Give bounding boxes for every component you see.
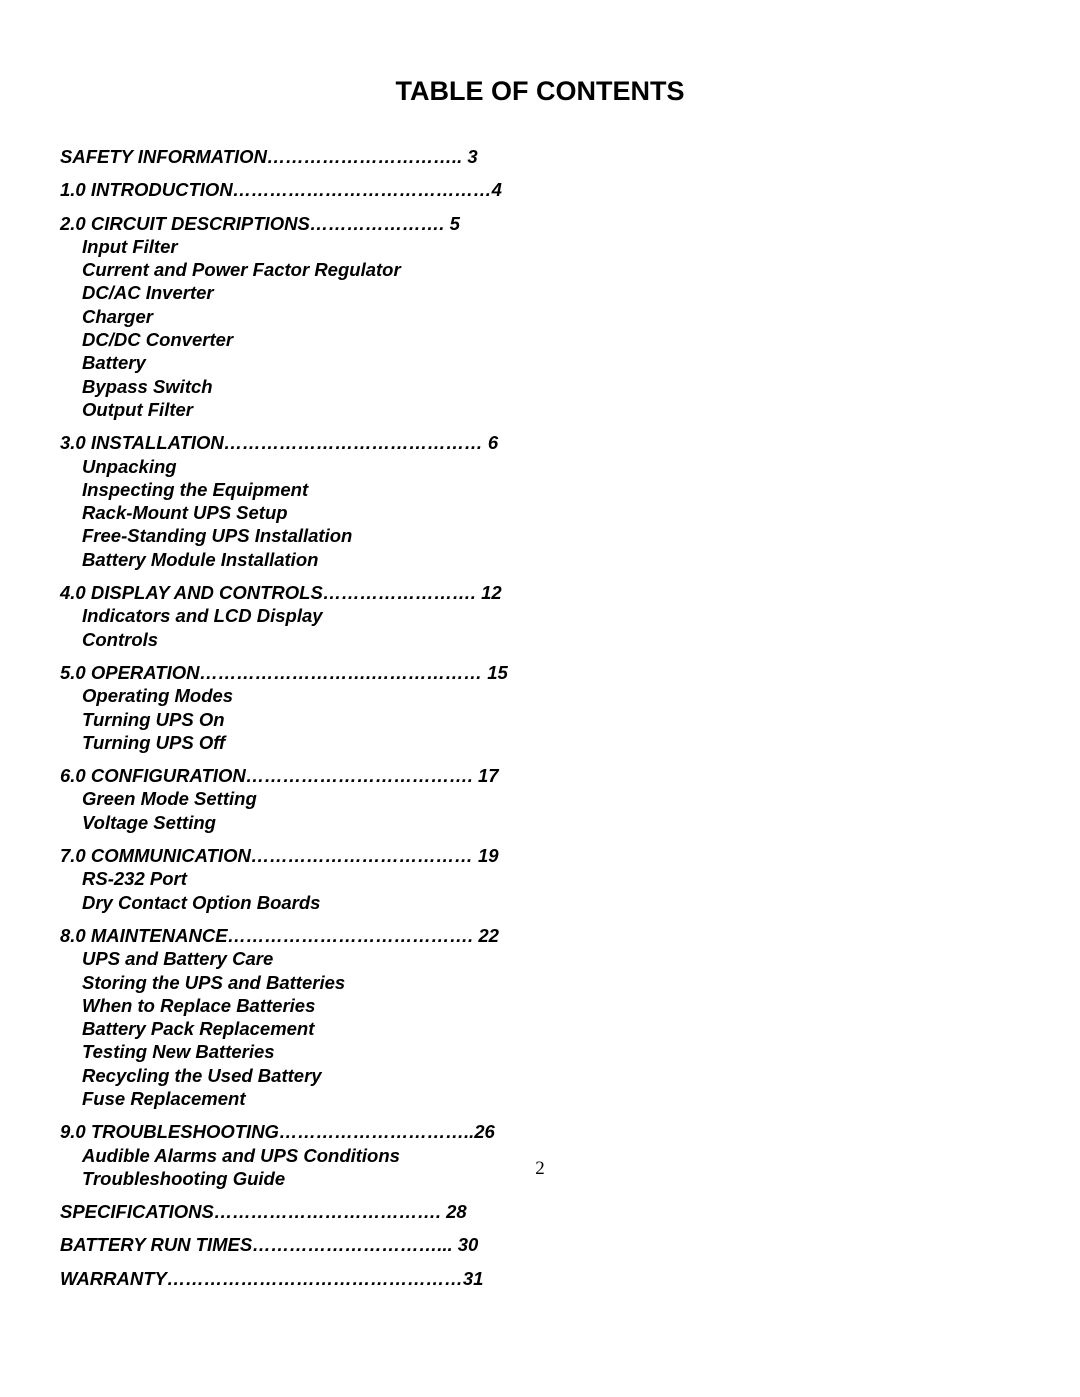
page-title: TABLE OF CONTENTS	[60, 76, 1020, 107]
document-page: TABLE OF CONTENTS SAFETY INFORMATION……………	[0, 0, 1080, 1397]
toc-section: SPECIFICATIONS………………………………. 28	[60, 1200, 1020, 1223]
toc-section-line: 5.0 OPERATION……………………….……………… 15	[60, 661, 1020, 684]
toc-subitem: Current and Power Factor Regulator	[60, 258, 1020, 281]
toc-subitem: Battery Module Installation	[60, 548, 1020, 571]
toc-subitem: Recycling the Used Battery	[60, 1064, 1020, 1087]
toc-subitem: Green Mode Setting	[60, 787, 1020, 810]
toc-subitem: Free-Standing UPS Installation	[60, 524, 1020, 547]
toc-section-line: 7.0 COMMUNICATION……………………………… 19	[60, 844, 1020, 867]
toc-subitem: Battery	[60, 351, 1020, 374]
toc-subitem: When to Replace Batteries	[60, 994, 1020, 1017]
toc-subitem: Voltage Setting	[60, 811, 1020, 834]
toc-subitem: Testing New Batteries	[60, 1040, 1020, 1063]
toc-subitem: DC/AC Inverter	[60, 281, 1020, 304]
toc-section: 5.0 OPERATION……………………….……………… 15Operatin…	[60, 661, 1020, 754]
toc-subitem: Turning UPS On	[60, 708, 1020, 731]
toc-section: 3.0 INSTALLATION…………………………………… 6Unpackin…	[60, 431, 1020, 571]
toc-subitem: DC/DC Converter	[60, 328, 1020, 351]
toc-subitem: Input Filter	[60, 235, 1020, 258]
toc-subitem: RS-232 Port	[60, 867, 1020, 890]
toc-subitem: Operating Modes	[60, 684, 1020, 707]
toc-section: 8.0 MAINTENANCE…………………………………. 22UPS and …	[60, 924, 1020, 1110]
toc-section-line: SPECIFICATIONS………………………………. 28	[60, 1200, 1020, 1223]
toc-subitem: Inspecting the Equipment	[60, 478, 1020, 501]
toc-subitem: Controls	[60, 628, 1020, 651]
toc-subitem: Dry Contact Option Boards	[60, 891, 1020, 914]
toc-section: WARRANTY…………………………………………31	[60, 1267, 1020, 1290]
toc-section-line: 6.0 CONFIGURATION………………………………. 17	[60, 764, 1020, 787]
toc-section: 7.0 COMMUNICATION……………………………… 19RS-232 P…	[60, 844, 1020, 914]
toc-subitem: Unpacking	[60, 455, 1020, 478]
toc-section: 1.0 INTRODUCTION……………………………………4	[60, 178, 1020, 201]
toc-subitem: Output Filter	[60, 398, 1020, 421]
table-of-contents: SAFETY INFORMATION………………………….. 3 1.0 INTR…	[60, 145, 1020, 1290]
toc-section: 4.0 DISPLAY AND CONTROLS……………………. 12Indi…	[60, 581, 1020, 651]
toc-section: 6.0 CONFIGURATION………………………………. 17Green M…	[60, 764, 1020, 834]
toc-subitem: Bypass Switch	[60, 375, 1020, 398]
toc-section-line: 8.0 MAINTENANCE…………………………………. 22	[60, 924, 1020, 947]
toc-subitem: Fuse Replacement	[60, 1087, 1020, 1110]
toc-section-line: SAFETY INFORMATION………………………….. 3	[60, 145, 1020, 168]
toc-section-line: 4.0 DISPLAY AND CONTROLS……………………. 12	[60, 581, 1020, 604]
toc-subitem: Charger	[60, 305, 1020, 328]
toc-section-line: WARRANTY…………………………………………31	[60, 1267, 1020, 1290]
toc-subitem: Indicators and LCD Display	[60, 604, 1020, 627]
toc-subitem: UPS and Battery Care	[60, 947, 1020, 970]
toc-section-line: 9.0 TROUBLESHOOTING…………………………..26	[60, 1120, 1020, 1143]
toc-section-line: 1.0 INTRODUCTION……………………………………4	[60, 178, 1020, 201]
toc-subitem: Turning UPS Off	[60, 731, 1020, 754]
toc-section-line: 3.0 INSTALLATION…………………………………… 6	[60, 431, 1020, 454]
toc-section-line: BATTERY RUN TIMES…………………………... 30	[60, 1233, 1020, 1256]
toc-section-line: 2.0 CIRCUIT DESCRIPTIONS…………………. 5	[60, 212, 1020, 235]
toc-subitem: Battery Pack Replacement	[60, 1017, 1020, 1040]
page-number: 2	[0, 1158, 1080, 1180]
toc-subitem: Rack-Mount UPS Setup	[60, 501, 1020, 524]
toc-section: 2.0 CIRCUIT DESCRIPTIONS…………………. 5Input …	[60, 212, 1020, 422]
toc-subitem: Storing the UPS and Batteries	[60, 971, 1020, 994]
toc-section: SAFETY INFORMATION………………………….. 3	[60, 145, 1020, 168]
toc-section: BATTERY RUN TIMES…………………………... 30	[60, 1233, 1020, 1256]
